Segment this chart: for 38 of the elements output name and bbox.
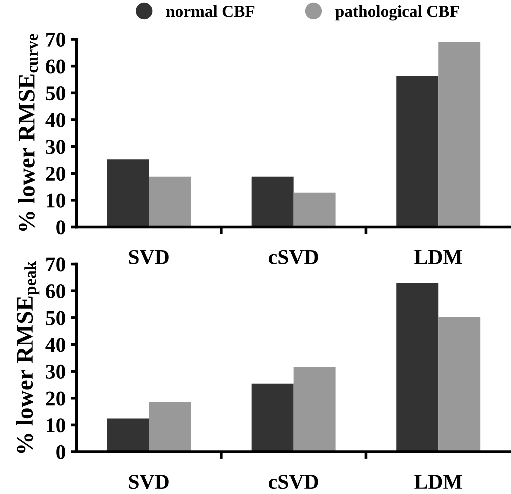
bar: [396, 283, 439, 452]
y-tick-label: 70: [46, 258, 66, 272]
y-tick-label: 30: [46, 140, 66, 154]
bar: [438, 317, 481, 452]
bar: [149, 176, 192, 228]
y-tick-label: 50: [46, 311, 66, 326]
y-axis-title: % lower RMSE$_{curve}$: [18, 34, 38, 232]
x-tick-label: SVD: [129, 475, 169, 490]
y-tick-label: 20: [46, 392, 66, 406]
x-tick-label: cSVD: [269, 475, 318, 490]
legend-label: pathological CBF: [336, 6, 460, 21]
bar: [294, 367, 336, 452]
y-tick-label: 40: [46, 338, 66, 352]
bar: [396, 76, 439, 228]
y-tick-label: 0: [56, 445, 66, 460]
bar: [107, 418, 150, 452]
y-tick-label: 60: [46, 60, 66, 74]
bar: [252, 176, 294, 228]
y-tick-label: 70: [46, 32, 66, 47]
y-tick-label: 30: [46, 364, 66, 379]
y-tick-label: 60: [46, 284, 66, 299]
y-tick-label: 0: [56, 220, 66, 235]
bar: [438, 42, 481, 228]
y-tick-label: 10: [47, 194, 66, 208]
x-tick-label: cSVD: [269, 250, 318, 264]
y-tick-label: 40: [46, 113, 66, 128]
bar: [149, 402, 192, 452]
x-tick-label: LDM: [414, 250, 462, 264]
bar: [107, 160, 150, 228]
bar: [294, 192, 336, 228]
y-tick-label: 20: [46, 166, 66, 182]
y-axis-title: % lower RMSE$_{peak}$: [16, 261, 40, 454]
x-tick-label: SVD: [129, 250, 169, 264]
y-tick-label: 10: [47, 418, 66, 433]
x-tick-label: LDM: [414, 475, 462, 489]
y-tick-label: 50: [46, 86, 66, 101]
legend-label: normal CBF: [166, 6, 255, 18]
bar: [252, 384, 294, 452]
